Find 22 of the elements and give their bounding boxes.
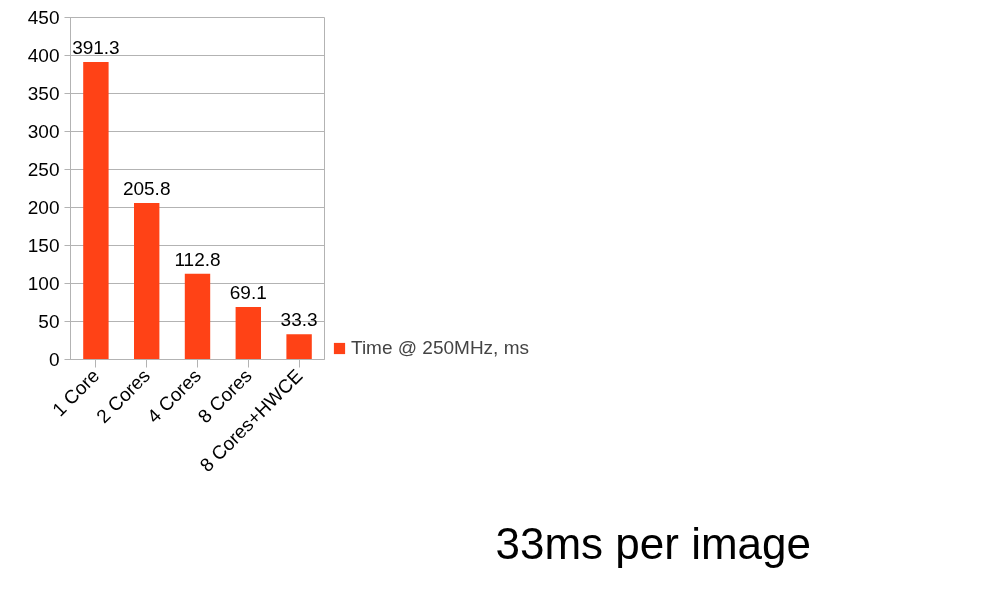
y-tick-label: 450 (27, 7, 60, 28)
bar (184, 273, 211, 360)
legend-label: Time @ 250MHz, ms (351, 337, 529, 359)
data-label: 69.1 (229, 281, 267, 303)
bar (286, 334, 312, 360)
bar (134, 203, 160, 360)
text: 33ms per image (495, 518, 811, 568)
y-tick-label: 0 (48, 349, 60, 370)
y-tick-label: 150 (27, 235, 60, 256)
y-tick-label: 100 (27, 273, 60, 294)
y-tick-label: 350 (27, 83, 60, 104)
y-tick-label: 300 (27, 121, 60, 142)
y-tick-label: 200 (27, 197, 60, 218)
data-label: 391.3 (72, 37, 120, 59)
bar (235, 306, 261, 360)
y-tick-label: 400 (27, 45, 60, 66)
data-label: 112.8 (174, 248, 221, 270)
y-tick-label: 50 (38, 311, 60, 332)
data-label: 205.8 (122, 178, 171, 200)
y-tick-label: 250 (27, 159, 60, 180)
data-label: 33.3 (280, 309, 318, 331)
bar (83, 62, 109, 360)
